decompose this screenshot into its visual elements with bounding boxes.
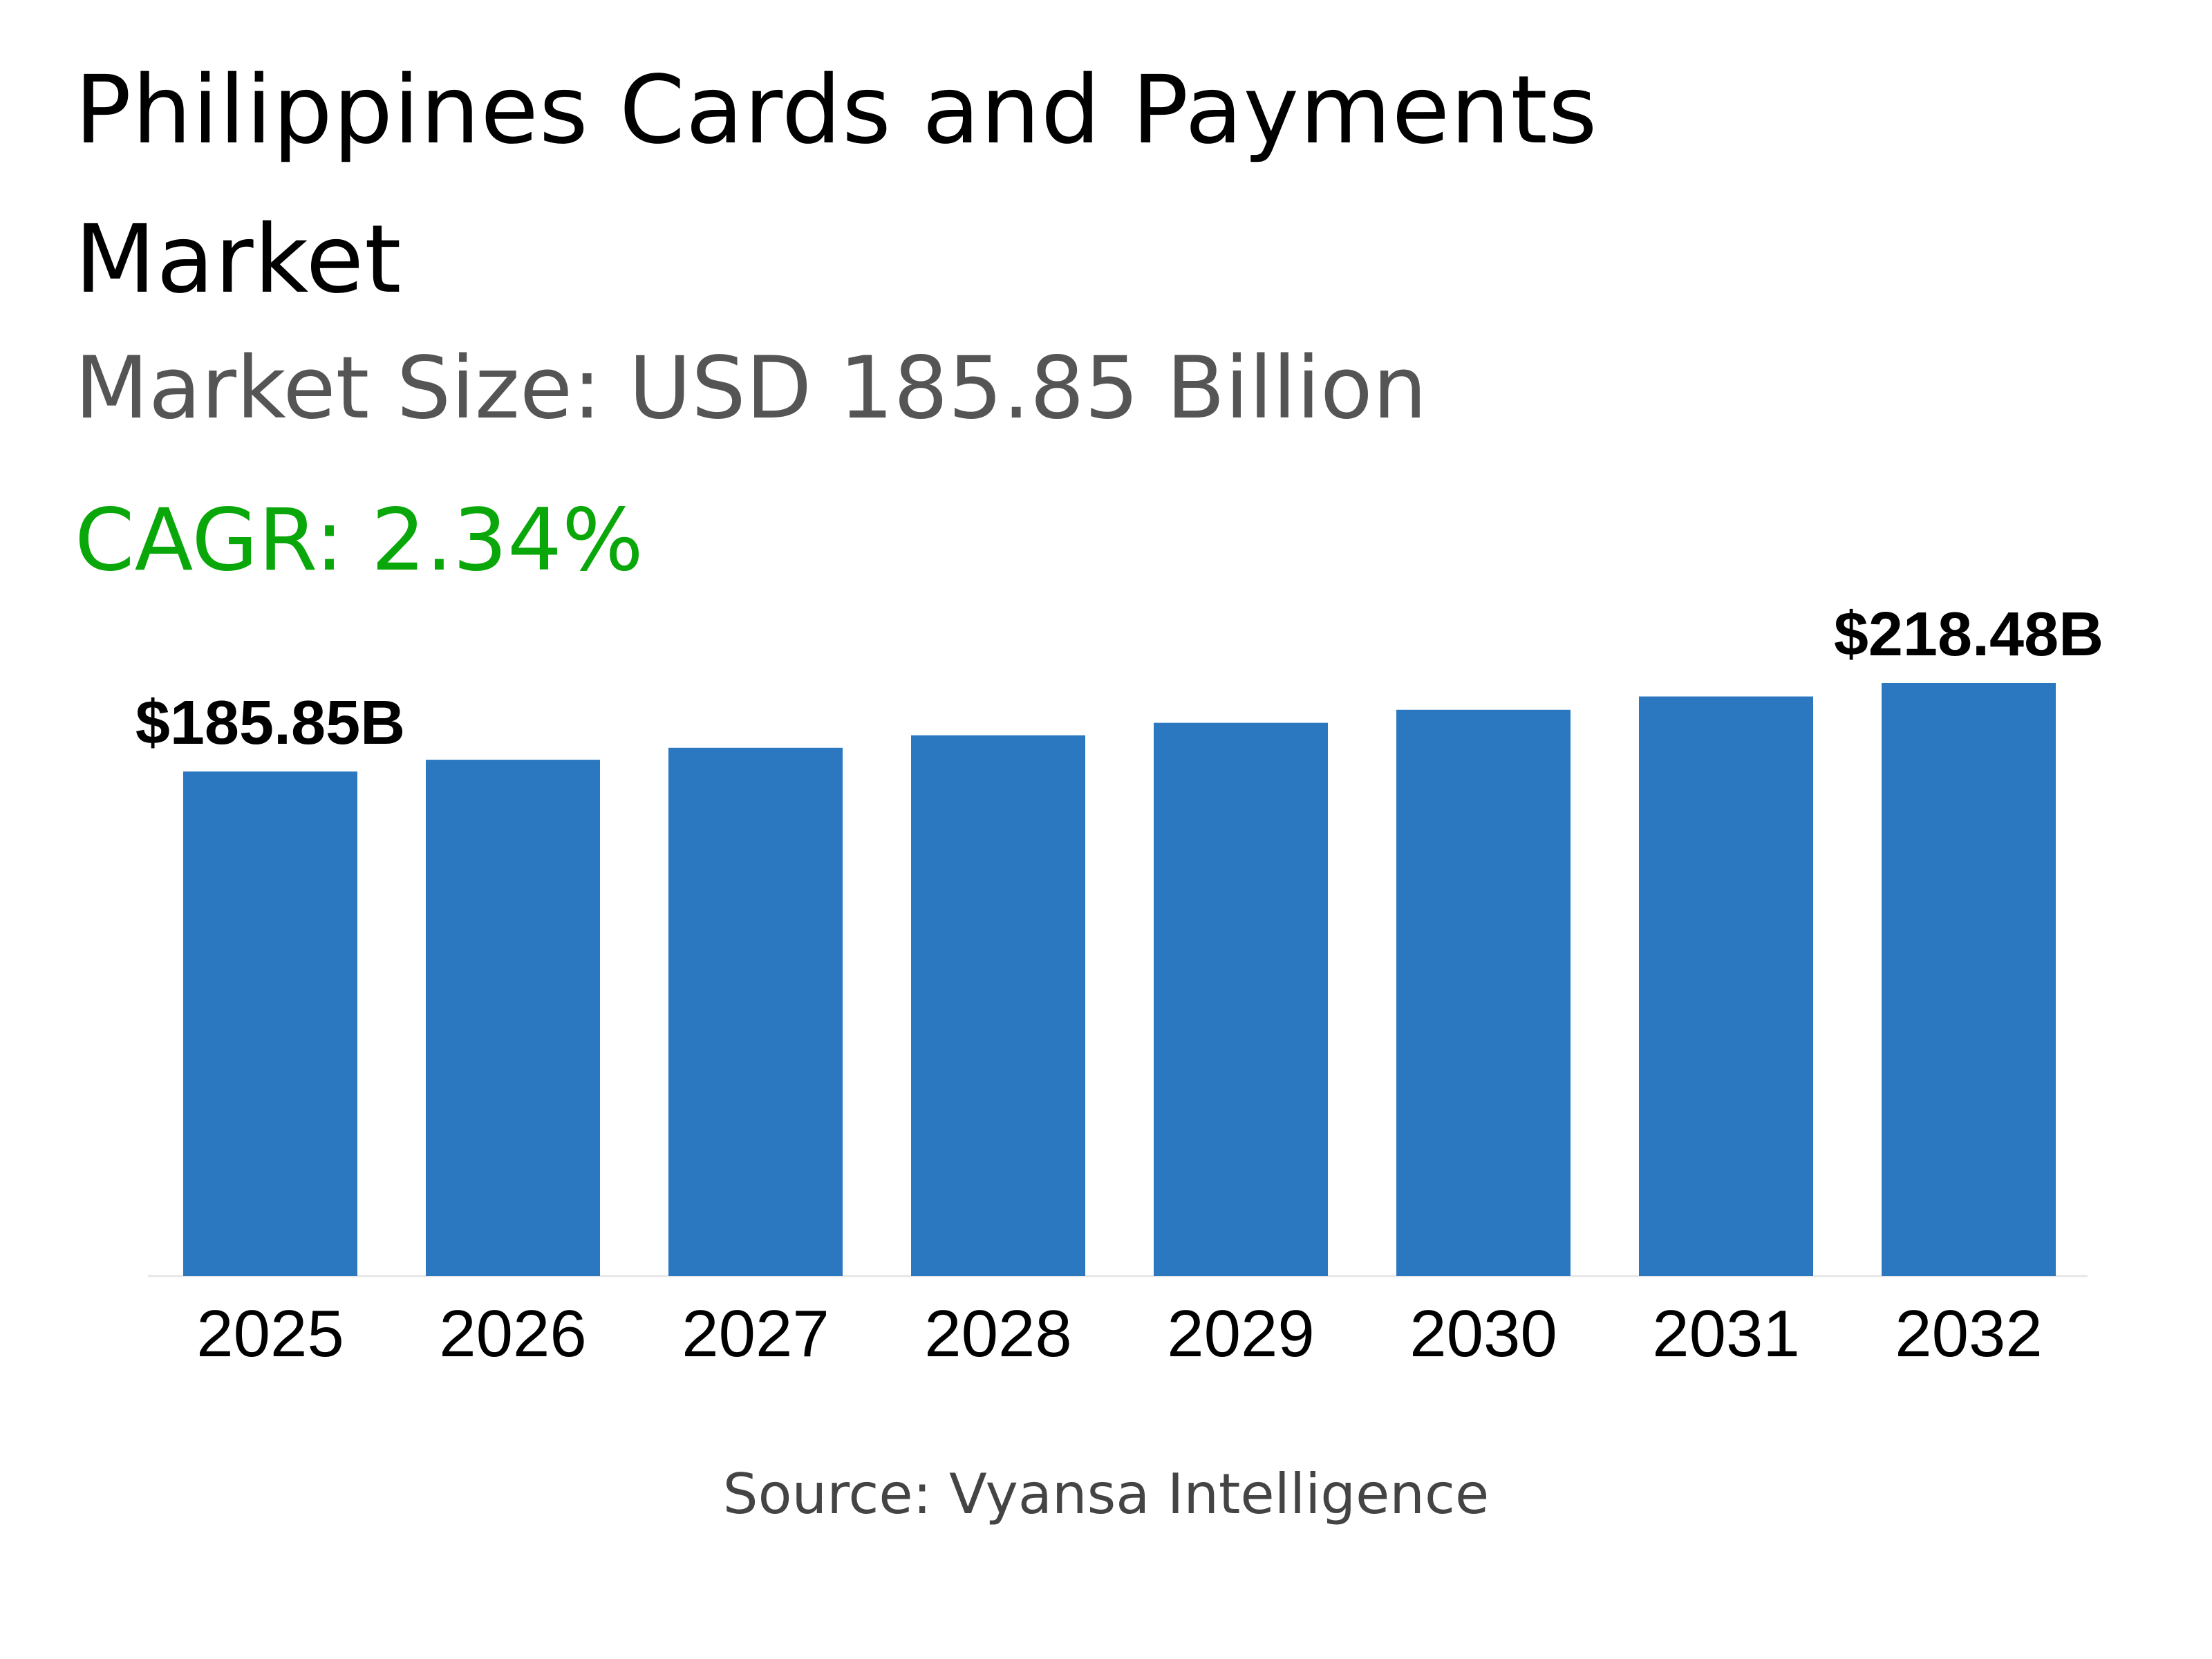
bar-2031 [1639,696,1813,1276]
bar-2027 [668,747,843,1276]
bar-2026 [426,760,600,1276]
x-tick-labels: 2025 2026 2027 2028 2029 2030 2031 2032 [196,1297,2043,1371]
x-tick-label-2029: 2029 [1167,1297,1315,1371]
bars-group [183,683,2056,1276]
x-tick-label-2026: 2026 [439,1297,587,1371]
cagr-text: CAGR: 2.34% [75,491,644,590]
x-tick-label-2027: 2027 [682,1297,830,1371]
data-label-2032: $218.48B [1834,600,2103,669]
bar-2030 [1396,709,1571,1276]
data-label-2025: $185.85B [135,688,405,758]
bar-2032 [1882,683,2056,1276]
x-tick-label-2030: 2030 [1409,1297,1557,1371]
x-tick-label-2031: 2031 [1652,1297,1800,1371]
x-tick-label-2025: 2025 [196,1297,344,1371]
bar-2025 [183,771,357,1276]
bar-2029 [1154,722,1328,1276]
market-size-text: Market Size: USD 185.85 Billion [75,339,1427,438]
x-tick-label-2028: 2028 [924,1297,1072,1371]
data-labels: $185.85B $218.48B [135,600,2103,758]
source-note: Source: Vyansa Intelligence [722,1462,1490,1526]
x-tick-label-2032: 2032 [1895,1297,2043,1371]
chart-title: Philippines Cards and Payments Market [75,56,1598,315]
bar-2028 [911,735,1085,1276]
